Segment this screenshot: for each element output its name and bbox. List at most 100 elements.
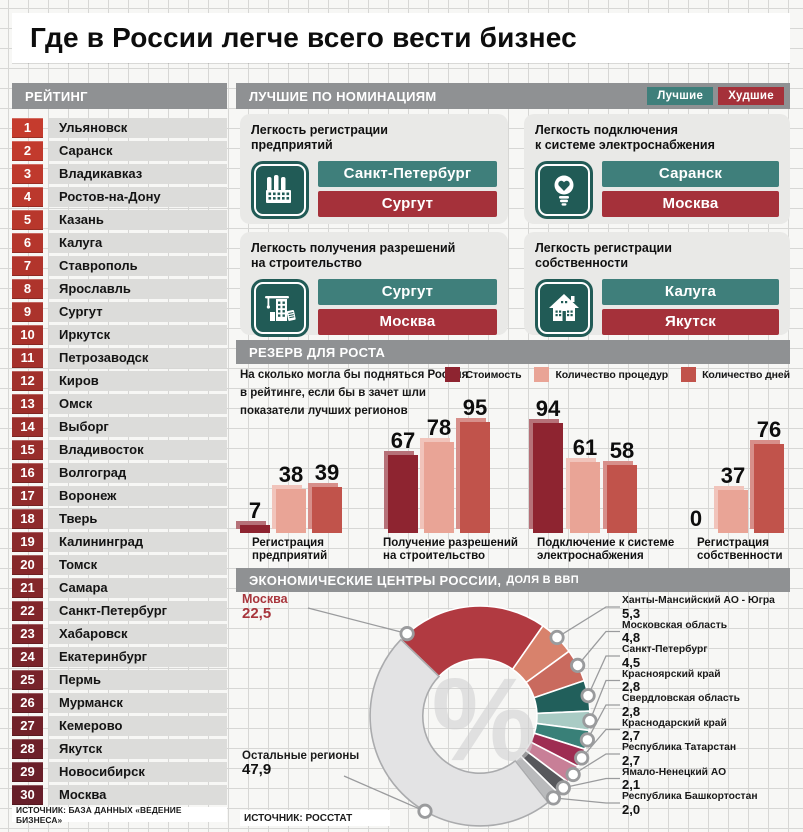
city-label: Екатеринбург xyxy=(49,647,227,667)
bar-days xyxy=(607,465,637,533)
nominations-header: ЛУЧШИЕ ПО НОМИНАЦИЯМ Лучшие Худшие xyxy=(236,83,790,109)
rating-row: 11 Петрозаводск xyxy=(12,348,227,368)
city-label: Владивосток xyxy=(49,440,227,460)
city-label: Воронеж xyxy=(49,486,227,506)
growth-note: На сколько могла бы подняться Россия в р… xyxy=(240,369,469,417)
best-city-bar: Калуга xyxy=(602,278,779,305)
legend-label: Количество процедур xyxy=(555,368,669,381)
pie-label-value: 2,8 xyxy=(622,703,641,719)
nomination-card-construction: Легкость получения разрешений на строител… xyxy=(240,232,508,337)
pie-label-name: Красноярский край xyxy=(622,668,721,680)
city-label: Ростов-на-Дону xyxy=(49,187,227,207)
card-title: Легкость получения разрешений на строител… xyxy=(251,241,456,270)
leader-line xyxy=(586,704,620,741)
econ-header-main: ЭКОНОМИЧЕСКИЕ ЦЕНТРЫ РОССИИ, xyxy=(249,572,502,588)
pie-label-name: Краснодарский край xyxy=(622,717,727,729)
percent-symbol: % xyxy=(432,654,537,786)
bar-procedures xyxy=(570,462,600,533)
house-icon xyxy=(535,278,593,337)
bar-value-label: 76 xyxy=(756,417,782,442)
bar-value-label: 61 xyxy=(572,435,598,460)
bar-days xyxy=(754,444,784,533)
pie-label: Москва 22,5 xyxy=(242,592,288,623)
city-label: Хабаровск xyxy=(49,624,227,644)
card-title: Легкость регистрации собственности xyxy=(535,241,672,270)
bar-value-label: 67 xyxy=(390,428,416,453)
rank-badge: 1 xyxy=(12,118,43,138)
bar-cost xyxy=(388,455,418,533)
bar-cost xyxy=(533,423,563,533)
rating-row: 24 Екатеринбург xyxy=(12,647,227,667)
rating-row: 3 Владикавказ xyxy=(12,164,227,184)
rank-badge: 28 xyxy=(12,739,43,759)
legend-item: Стоимость xyxy=(444,367,522,382)
bar-value-label: 95 xyxy=(462,395,488,420)
bar-days xyxy=(460,422,490,533)
rank-badge: 23 xyxy=(12,624,43,644)
pie-label-name: Санкт-Петербург xyxy=(622,644,708,655)
rank-badge: 24 xyxy=(12,647,43,667)
nominations-header-label: ЛУЧШИЕ ПО НОМИНАЦИЯМ xyxy=(249,88,437,104)
worst-city-bar: Якутск xyxy=(602,308,779,335)
leader-line xyxy=(572,753,620,776)
rating-row: 17 Воронеж xyxy=(12,486,227,506)
city-label: Петрозаводск xyxy=(49,348,227,368)
bar-cost xyxy=(240,525,270,533)
rank-badge: 12 xyxy=(12,371,43,391)
bar-value-label: 38 xyxy=(278,462,304,487)
nomination-card-registration: Легкость регистрации предприятий Санкт-Пе… xyxy=(240,114,508,224)
rank-badge: 3 xyxy=(12,164,43,184)
rating-row: 15 Владивосток xyxy=(12,440,227,460)
rank-badge: 13 xyxy=(12,394,43,414)
pie-label-name: Республика Татарстан xyxy=(622,742,737,753)
bar-value-label: 0 xyxy=(689,506,703,531)
rank-badge: 5 xyxy=(12,210,43,230)
rating-row: 5 Казань xyxy=(12,210,227,230)
legend-swatch xyxy=(534,367,550,382)
bar-days xyxy=(312,487,342,533)
bar-value-label: 7 xyxy=(248,498,262,523)
pie-label-value: 2,7 xyxy=(622,752,641,768)
card-title: Легкость регистрации предприятий xyxy=(251,123,388,152)
leader-line xyxy=(556,606,620,639)
leader-dot xyxy=(549,629,565,646)
growth-header: РЕЗЕРВ ДЛЯ РОСТА xyxy=(236,340,790,364)
rating-row: 29 Новосибирск xyxy=(12,762,227,782)
legend-swatch xyxy=(681,367,697,382)
leader-dot xyxy=(555,780,571,796)
legend-label: Количество дней xyxy=(702,368,790,381)
rating-row: 26 Мурманск xyxy=(12,693,227,713)
city-label: Саранск xyxy=(49,141,227,161)
rank-badge: 25 xyxy=(12,670,43,690)
pie-label: Красноярский край 2,8 xyxy=(622,668,721,694)
leader-dot xyxy=(570,657,586,673)
rating-row: 12 Киров xyxy=(12,371,227,391)
pie-label-name: Ямало-Ненецкий АО xyxy=(622,766,727,778)
title-bar: Где в России легче всего вести бизнес xyxy=(12,13,790,63)
city-label: Москва xyxy=(49,785,227,805)
city-label: Мурманск xyxy=(49,693,227,713)
pie-label-name: Ханты-Мансийский АО - Югра xyxy=(622,595,775,606)
city-label: Казань xyxy=(49,210,227,230)
leader-line xyxy=(343,775,426,812)
rank-badge: 26 xyxy=(12,693,43,713)
rating-row: 14 Выборг xyxy=(12,417,227,437)
growth-legend: Стоимость Количество процедур Количество д… xyxy=(440,367,790,382)
rank-badge: 9 xyxy=(12,302,43,322)
rating-row: 6 Калуга xyxy=(12,233,227,253)
rating-header: РЕЙТИНГ xyxy=(12,83,227,109)
city-label: Ставрополь xyxy=(49,256,227,276)
rank-badge: 29 xyxy=(12,762,43,782)
worst-city-bar: Москва xyxy=(318,308,497,335)
econ-source: ИСТОЧНИК: РОССТАТ xyxy=(240,810,390,826)
pie-label: Краснодарский край 2,7 xyxy=(622,717,727,743)
econ-header-sub: ДОЛЯ В ВВП xyxy=(506,574,579,586)
rating-row: 25 Пермь xyxy=(12,670,227,690)
pie-label-value: 22,5 xyxy=(242,605,272,623)
rating-row: 2 Саранск xyxy=(12,141,227,161)
worst-city-bar: Сургут xyxy=(318,190,497,217)
rating-row: 20 Томск xyxy=(12,555,227,575)
pie-label: Санкт-Петербург 4,5 xyxy=(622,644,708,669)
city-label: Самара xyxy=(49,578,227,598)
